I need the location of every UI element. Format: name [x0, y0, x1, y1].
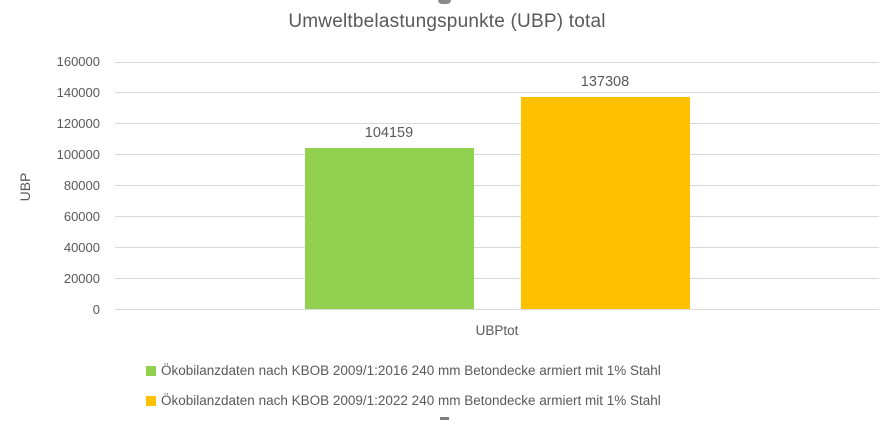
y-axis-tick-label: 20000 [63, 270, 100, 286]
bar-0 [304, 148, 474, 310]
gridline [115, 61, 879, 63]
chart-title: Umweltbelastungspunkte (UBP) total [288, 11, 606, 32]
gridline [115, 309, 879, 310]
clipped-text-fragment-bottom [440, 417, 449, 420]
gridline [115, 278, 879, 280]
gridline [115, 247, 879, 249]
legend-swatch [146, 365, 156, 376]
y-axis-tick-label: 60000 [63, 208, 100, 224]
legend: Ökobilanzdaten nach KBOB 2009/1:2016 240… [146, 361, 661, 421]
x-axis-category-label: UBPtot [475, 323, 519, 338]
y-axis-tick-label: 140000 [56, 84, 100, 100]
bar-value-label: 104159 [364, 125, 414, 142]
legend-item: Ökobilanzdaten nach KBOB 2009/1:2016 240… [146, 361, 661, 380]
y-axis-tick-label: 0 [92, 301, 100, 317]
gridline [115, 216, 879, 218]
y-axis-tick-label: 120000 [56, 115, 100, 131]
legend-swatch [146, 395, 156, 406]
legend-item: Ökobilanzdaten nach KBOB 2009/1:2022 240… [146, 391, 661, 410]
gridline [115, 185, 879, 187]
y-axis-tick-label: 160000 [56, 54, 100, 69]
gridline [115, 154, 879, 156]
gridline [115, 92, 879, 94]
gridline [115, 123, 879, 125]
y-axis-tick-label: 80000 [63, 177, 100, 193]
clipped-text-fragment-top [438, 0, 451, 4]
bar-1 [520, 97, 690, 310]
legend-item-label: Ökobilanzdaten nach KBOB 2009/1:2022 240… [161, 393, 661, 408]
bar-value-label: 137308 [580, 74, 630, 91]
y-axis-tick-label: 100000 [56, 146, 100, 162]
legend-item-label: Ökobilanzdaten nach KBOB 2009/1:2016 240… [161, 363, 661, 378]
y-axis-tick-label: 40000 [63, 239, 100, 255]
